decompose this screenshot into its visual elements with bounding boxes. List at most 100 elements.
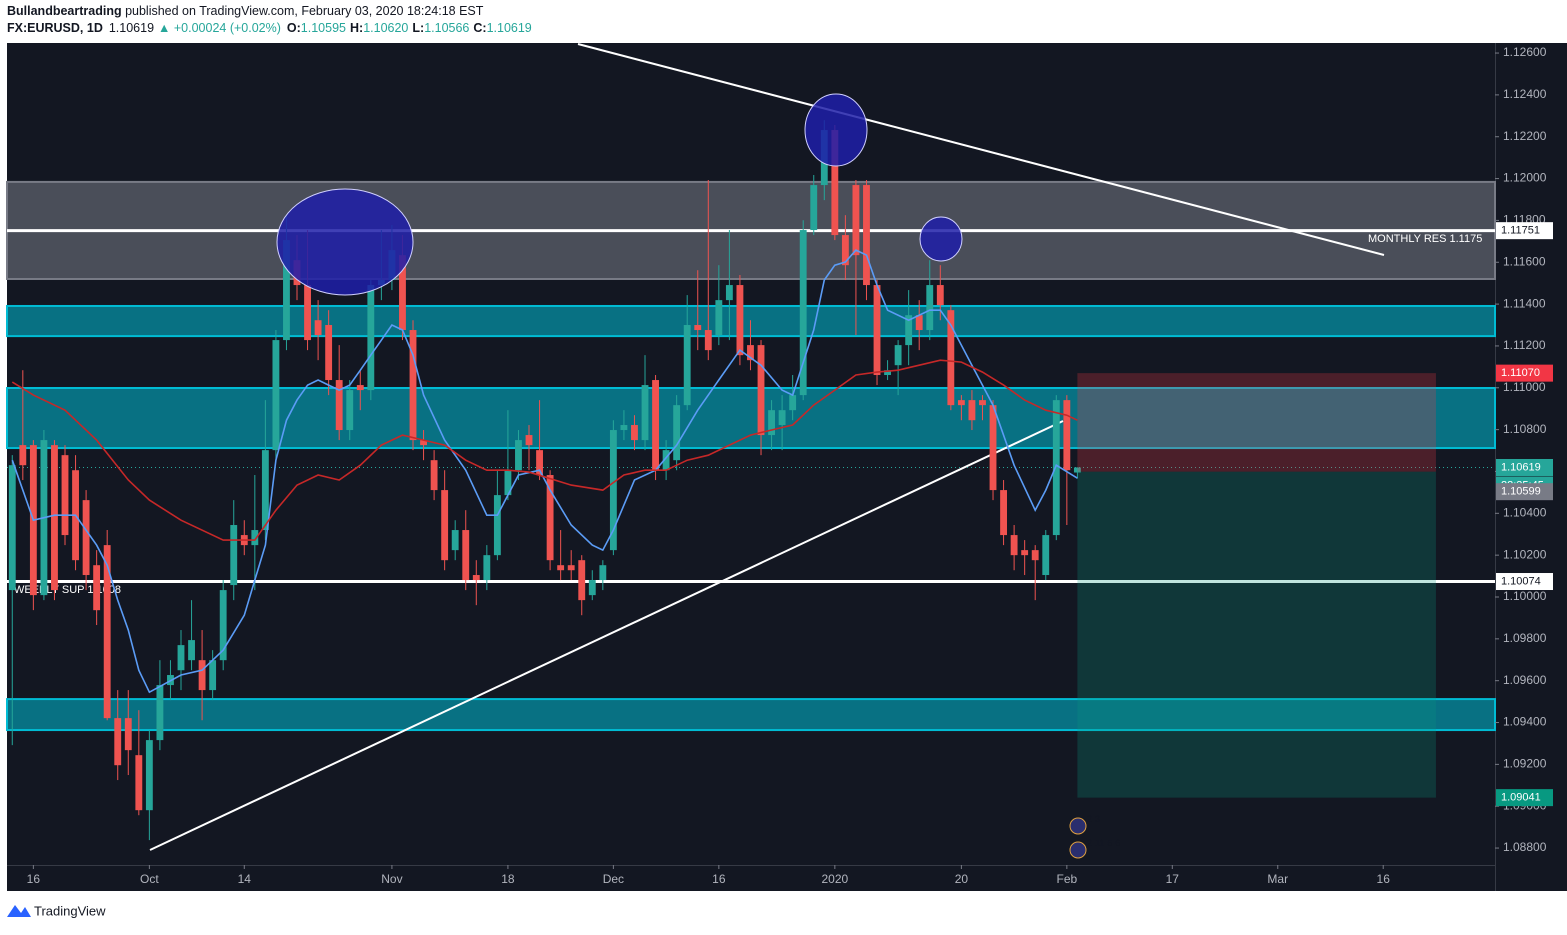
candle-body [1021, 550, 1029, 556]
candle-body [947, 310, 955, 406]
candle-body [873, 285, 881, 376]
candle-body [198, 660, 206, 691]
y-tick-label: 1.11200 [1503, 338, 1546, 352]
y-tick-label: 1.09400 [1503, 715, 1547, 729]
y-tick-label: 1.09600 [1503, 673, 1547, 687]
candle-body [8, 465, 16, 591]
candle-body [567, 565, 575, 571]
candle-body [799, 230, 807, 396]
candle-body [420, 440, 427, 446]
candle-body [894, 345, 902, 366]
x-tick-label: 2020 [821, 872, 848, 886]
change: ▲ +0.00024 (+0.02%) [158, 21, 281, 35]
candle-body [93, 565, 101, 611]
annotation: MONTHLY RES 1.1175 [1368, 233, 1482, 245]
candle-body [1010, 535, 1018, 556]
candle-body [525, 435, 533, 446]
x-tick-label: Dec [603, 872, 624, 886]
candle-body [599, 565, 607, 581]
candle-body [715, 300, 723, 336]
candle-body [304, 285, 311, 341]
candle-body [51, 445, 58, 591]
candle-body [19, 445, 27, 466]
candle-body [314, 320, 322, 336]
candle-body [441, 490, 449, 561]
candle-body [631, 425, 638, 441]
y-tick-label: 1.10800 [1503, 422, 1547, 436]
candle-body [1052, 400, 1060, 536]
candle-body [493, 495, 501, 556]
candle-body [124, 718, 132, 751]
candle-body [536, 450, 543, 476]
badge-count: 2 [1087, 838, 1092, 848]
candle-body [156, 685, 164, 741]
candle-body [504, 470, 512, 496]
candle-body [905, 315, 913, 346]
stop-label-box [1496, 364, 1553, 382]
header-line-1: Bullandbeartrading published on TradingV… [7, 4, 484, 18]
ohlc-value: 1.10619 [487, 21, 532, 35]
badge-count: 2 [1087, 814, 1092, 824]
candle-body [451, 530, 459, 551]
candle-body [114, 718, 122, 766]
level-label-box [1496, 573, 1553, 591]
candle-body [884, 370, 891, 376]
ohlc-value: 1.10566 [424, 21, 469, 35]
candle-body [652, 380, 659, 471]
candle-body [1073, 467, 1081, 473]
candle-body [546, 475, 554, 561]
candle-body [725, 285, 733, 301]
y-tick-label: 1.09800 [1503, 631, 1547, 645]
candle-body [989, 405, 997, 491]
footer-background [0, 891, 1567, 930]
ohlc-label: O: [287, 21, 301, 35]
candle-body [399, 255, 406, 331]
position-stop-area [1077, 373, 1436, 472]
candle-body [283, 240, 290, 341]
highlight-ellipse [919, 216, 963, 262]
badge [1069, 817, 1087, 835]
moving-average [11, 359, 1078, 541]
candle-body [325, 325, 333, 381]
ohlc-label: L: [412, 21, 424, 35]
candle-body [103, 545, 111, 719]
candle-body [704, 330, 712, 351]
candle-body [346, 390, 354, 431]
candle-body [863, 185, 870, 286]
y-tick-label: 1.12000 [1503, 171, 1547, 185]
candle-body [736, 285, 744, 356]
last-price-label-box [1496, 458, 1553, 476]
ohlc-label: C: [473, 21, 486, 35]
x-tick-label: Mar [1267, 872, 1288, 886]
y-tick-label: 1.12400 [1503, 87, 1547, 101]
candle-body [483, 555, 491, 581]
y-tick-label: 1.11400 [1503, 296, 1546, 310]
candle-body [757, 345, 765, 436]
y-tick-label: 1.10000 [1503, 589, 1547, 603]
candle-body [609, 430, 617, 551]
candle-body [841, 235, 849, 266]
candle-body [979, 400, 986, 406]
candle-body [462, 530, 470, 581]
candle-body [968, 400, 976, 421]
badge-label: 2 11 5 6 [1087, 838, 1120, 848]
x-tick-label: Feb [1057, 872, 1078, 886]
candle-body [662, 450, 670, 471]
candle-body [135, 755, 143, 811]
symbol: FX:EURUSD, 1D [7, 21, 103, 35]
badge-count: 11 [1095, 838, 1104, 848]
stop-label: 1.11070 [1501, 367, 1540, 379]
candle-body [1000, 490, 1007, 536]
candle-body [367, 285, 375, 391]
candle-body [177, 645, 185, 671]
candle-body [272, 340, 280, 451]
candle-body [578, 560, 586, 601]
entry-label-box [1496, 483, 1553, 501]
moving-average [11, 249, 1078, 694]
level-label: 1.11751 [1501, 225, 1540, 237]
candle-body [957, 400, 965, 406]
footer-brand: TradingView [34, 903, 106, 918]
